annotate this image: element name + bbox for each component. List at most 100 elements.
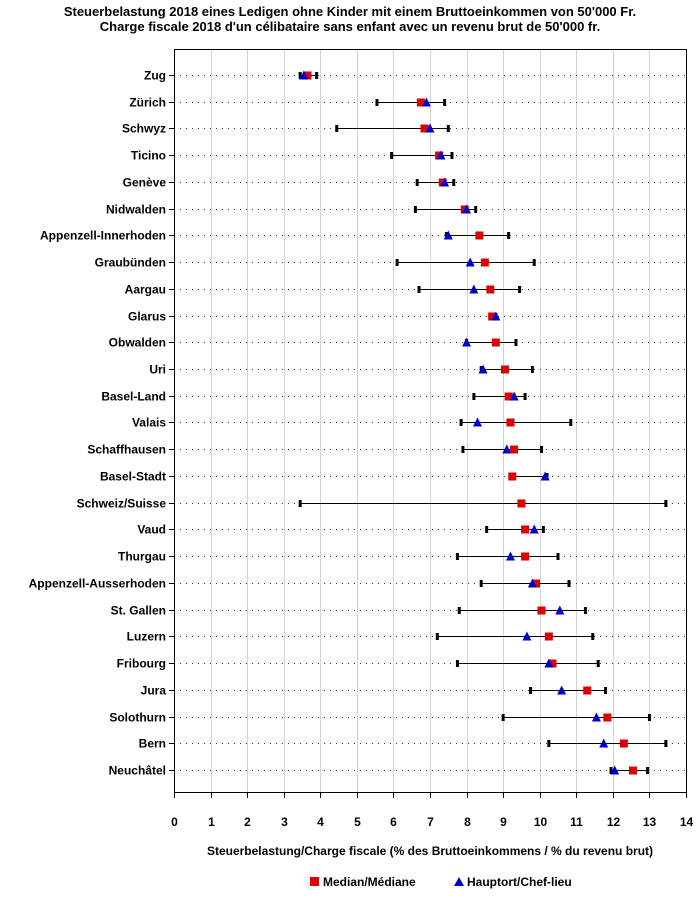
x-tick-label: 1: [208, 815, 215, 829]
capital-marker: [462, 204, 472, 214]
range-cap-max: [540, 446, 544, 453]
median-marker: [583, 686, 592, 695]
range-cap-min: [455, 660, 459, 667]
range-cap-max: [569, 419, 573, 426]
range-cap-min: [479, 580, 483, 587]
x-tick-label: 6: [390, 815, 397, 829]
range-cap-max: [474, 206, 478, 213]
range-cap-min: [457, 607, 461, 614]
range-cap-min: [547, 740, 551, 747]
category-label: Basel-Land: [101, 390, 166, 404]
capital-marker: [440, 177, 450, 187]
category-label: Vaud: [137, 523, 166, 537]
capital-marker: [425, 123, 435, 133]
range-cap-min: [435, 633, 439, 640]
capital-marker: [591, 712, 601, 722]
median-marker: [508, 472, 517, 481]
range-cap-min: [390, 152, 394, 159]
capital-marker: [540, 471, 550, 481]
median-marker: [504, 392, 513, 401]
capital-marker: [473, 417, 483, 427]
x-tick-label: 10: [534, 815, 548, 829]
x-tick-label: 8: [464, 815, 471, 829]
category-label: Nidwalden: [106, 203, 166, 217]
range-cap-max: [604, 687, 608, 694]
category-label: Appenzell-Innerhoden: [40, 229, 166, 243]
range-cap-max: [446, 125, 450, 132]
range-cap-min: [609, 767, 613, 774]
range-cap-max: [583, 607, 587, 614]
category-label: Fribourg: [117, 657, 166, 671]
range-cap-max: [452, 179, 456, 186]
capital-marker: [509, 391, 519, 401]
x-tick-label: 2: [244, 815, 251, 829]
category-label: Valais: [132, 416, 166, 430]
range-cap-min: [415, 179, 419, 186]
capital-marker: [522, 631, 532, 641]
category-label: Bern: [139, 737, 166, 751]
axis-layer: 0 1 2 3 4 5 6 7 8 9 10 11 12 13 14ZugZürichSchwyzTicin…: [29, 69, 694, 830]
range-cap-max: [596, 660, 600, 667]
range-cap-max: [518, 286, 522, 293]
range-cap-max: [530, 366, 534, 373]
median-marker: [500, 365, 509, 374]
median-marker: [486, 285, 495, 294]
range-cap-max: [556, 553, 560, 560]
category-label: Genève: [123, 176, 167, 190]
median-marker: [532, 579, 541, 588]
x-tick-label: 7: [427, 815, 434, 829]
range-cap-max: [567, 580, 571, 587]
capital-marker: [527, 578, 537, 588]
category-label: Uri: [149, 363, 166, 377]
x-tick-label: 11: [570, 815, 583, 829]
median-marker: [521, 525, 530, 534]
range-cap-min: [375, 99, 379, 106]
range-cap-max: [541, 526, 545, 533]
capital-marker: [491, 311, 501, 321]
range-cap-min: [529, 687, 533, 694]
category-label: Neuchâtel: [109, 764, 166, 778]
range-cap-min: [455, 553, 459, 560]
median-marker: [506, 418, 515, 427]
x-tick-label: 3: [281, 815, 288, 829]
legend: Median/Médiane Hauptort/Chef-lieu: [310, 875, 572, 889]
category-label: Zürich: [129, 96, 166, 110]
capital-marker: [465, 257, 475, 267]
category-label: Aargau: [125, 283, 166, 297]
x-tick-label: 0: [171, 815, 178, 829]
range-cap-min: [501, 714, 505, 721]
category-label: Thurgau: [118, 550, 166, 564]
x-tick-label: 12: [607, 815, 621, 829]
median-marker: [303, 71, 312, 80]
median-marker: [420, 124, 429, 133]
median-marker: [537, 606, 546, 615]
range-cap-max: [450, 152, 454, 159]
range-cap-max: [664, 500, 668, 507]
capital-marker: [599, 738, 609, 748]
category-label: Ticino: [131, 149, 166, 163]
category-label: Luzern: [127, 630, 166, 644]
category-label: Solothurn: [109, 711, 166, 725]
capital-marker: [469, 284, 479, 294]
legend-median-marker: [310, 877, 319, 886]
capital-marker: [436, 150, 446, 160]
median-marker: [544, 632, 553, 641]
x-tick-label: 13: [643, 815, 657, 829]
category-label: Graubünden: [95, 256, 166, 270]
median-marker: [521, 552, 530, 561]
range-cap-max: [664, 740, 668, 747]
capital-marker: [610, 765, 620, 775]
range-cap-max: [443, 99, 447, 106]
median-marker: [603, 713, 612, 722]
range-cap-min: [395, 259, 399, 266]
category-label: Schweiz/Suisse: [77, 497, 167, 511]
capital-marker: [505, 551, 515, 561]
range-cap-max: [507, 232, 511, 239]
grid-layer: [174, 49, 686, 792]
range-cap-max: [647, 714, 651, 721]
capital-marker: [557, 685, 567, 695]
category-label: St. Gallen: [111, 604, 166, 618]
median-marker: [619, 739, 628, 748]
